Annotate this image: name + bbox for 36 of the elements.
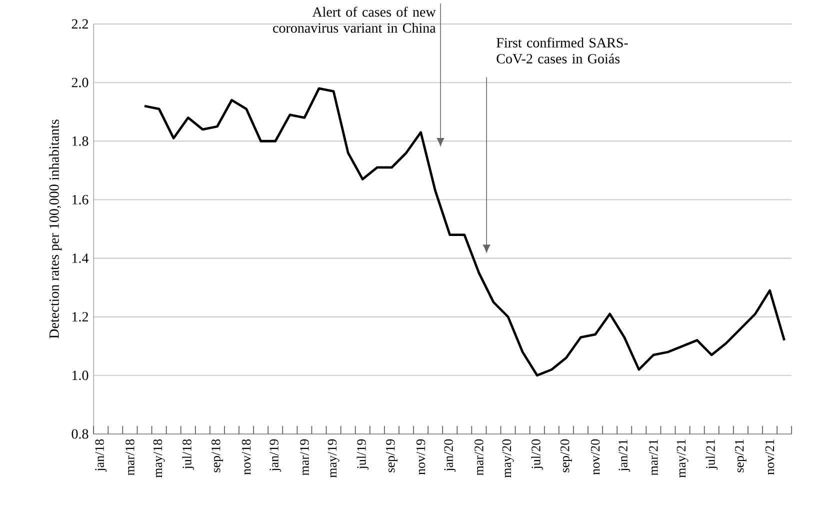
y-tick-label: 1.2: [72, 312, 88, 322]
y-tick-label: 2.0: [72, 78, 88, 88]
annotation: First confirmed SARS-CoV-2 cases in Goiás: [496, 37, 628, 64]
x-tick-label: sep/19: [386, 439, 398, 472]
y-tick-label: 1.6: [72, 194, 88, 204]
x-tick-label: jul/20: [531, 439, 544, 470]
annotation: Alert of cases of new coronavirus variant in China: [273, 6, 436, 33]
x-tick-label: may/19: [328, 439, 340, 478]
x-tick-label: mar/18: [126, 439, 134, 476]
x-tick-label: sep/20: [560, 439, 572, 472]
y-axis-title: Detection rates per 100,000 inhabitants: [49, 120, 62, 338]
y-tick-label: 1.4: [72, 254, 89, 263]
x-tick-label: may/18: [153, 439, 165, 478]
x-tick-label: sep/18: [212, 439, 223, 472]
x-tick-label: nov/18: [242, 439, 251, 475]
x-tick-label: mar/19: [300, 439, 309, 476]
x-tick-label: jul/18: [182, 439, 194, 470]
x-tick-label: nov/20: [590, 439, 600, 475]
x-tick-label: may/20: [502, 439, 514, 478]
x-tick-label: mar/20: [474, 439, 484, 476]
x-tick-label: jul/19: [356, 439, 369, 470]
y-tick-label: 1.8: [72, 136, 88, 146]
x-tick-label: sep/21: [735, 440, 746, 472]
x-tick-label: jan/21: [618, 440, 630, 472]
line-series: [143, 87, 786, 377]
y-tick-label: 2.2: [72, 19, 88, 29]
x-tick-label: may/21: [676, 440, 688, 478]
x-tick-label: jan/18: [95, 439, 107, 472]
x-tick-label: jan/19: [270, 439, 282, 472]
x-tick-label: jan/20: [444, 439, 456, 472]
y-tick-label: 0.8: [72, 429, 88, 439]
x-tick-label: jul/21: [706, 440, 718, 470]
y-tick-label: 1.0: [72, 370, 88, 380]
x-tick-label: nov/21: [765, 440, 774, 475]
x-tick-label: nov/19: [416, 439, 426, 475]
x-tick-label: mar/21: [649, 440, 658, 476]
